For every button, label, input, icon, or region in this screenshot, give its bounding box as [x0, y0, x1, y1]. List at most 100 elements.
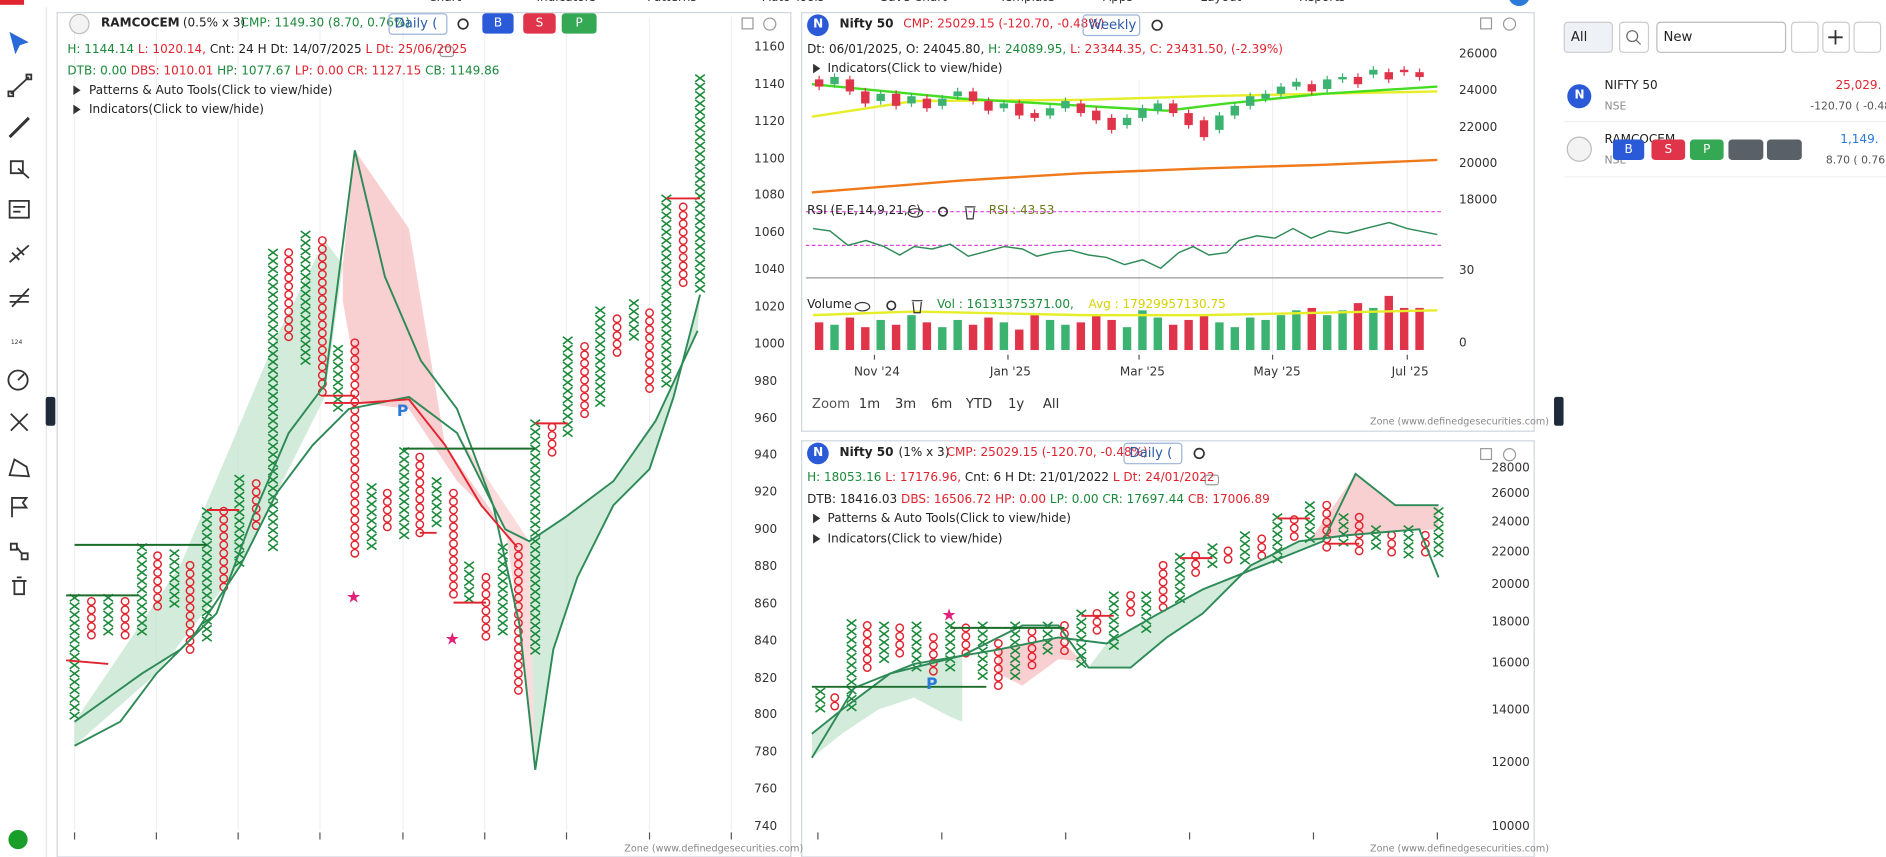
toggle[interactable]: Indicators(Click to view/hide): [89, 103, 264, 117]
x-box: [267, 543, 279, 552]
y-tick-label: 940: [754, 449, 778, 463]
menu-item[interactable]: Template: [1000, 0, 1055, 6]
x-box: [594, 373, 606, 382]
candle-body: [984, 101, 993, 111]
splitter[interactable]: [45, 396, 56, 426]
o-box: [1354, 512, 1364, 522]
x-box: [102, 601, 114, 611]
o-box: [350, 515, 360, 525]
p-button[interactable]: P: [1689, 139, 1724, 160]
o-box: [317, 362, 327, 372]
chart-button[interactable]: [1728, 139, 1764, 160]
o-box: [185, 586, 195, 596]
menu-icon[interactable]: [1508, 0, 1530, 7]
zoom-button[interactable]: YTD: [965, 395, 993, 412]
zoom-button[interactable]: 1y: [1007, 395, 1025, 412]
o-box: [449, 513, 458, 523]
x-box: [694, 141, 706, 150]
more-button[interactable]: [1766, 139, 1802, 160]
o-box: [449, 530, 458, 540]
y-tick-label: 24000: [1491, 515, 1530, 529]
timeframe-select[interactable]: Daily (: [388, 13, 448, 35]
x-box: [529, 494, 541, 504]
menu-item[interactable]: Indicators: [536, 0, 595, 6]
x-box: [846, 677, 857, 687]
zoom-button[interactable]: 3m: [894, 395, 917, 412]
sell-button[interactable]: S: [1651, 139, 1686, 160]
search-value[interactable]: New: [1663, 28, 1693, 45]
x-box: [846, 627, 857, 636]
ruler-label: 124: [10, 339, 23, 347]
toolbar-icons[interactable]: [7, 31, 33, 596]
sell-button[interactable]: S: [523, 13, 556, 34]
zoom-button[interactable]: 1m: [858, 395, 881, 412]
toggle[interactable]: Indicators(Click to view/hide): [827, 532, 1003, 547]
filter-select[interactable]: [1563, 21, 1613, 53]
x-box: [1174, 569, 1186, 578]
chart2-ma-green: [811, 82, 1438, 112]
buy-button[interactable]: B: [482, 13, 514, 34]
toggle[interactable]: Indicators(Click to view/hide): [827, 62, 1003, 76]
volume-bar: [1261, 319, 1270, 351]
zoom-button[interactable]: All: [1042, 395, 1060, 412]
o-box: [284, 264, 294, 274]
o-box: [350, 414, 360, 424]
x-box: [267, 307, 279, 316]
search-button[interactable]: [1618, 21, 1650, 53]
buy-button[interactable]: B: [1612, 139, 1645, 160]
chart3-levels: [811, 517, 1360, 688]
edit-button[interactable]: [1790, 21, 1819, 53]
toggle[interactable]: Patterns & Auto Tools(Click to view/hide…: [827, 512, 1072, 526]
volume-bar: [845, 317, 855, 351]
x-box: [1108, 633, 1120, 642]
o-box: [678, 269, 688, 279]
panel-icons[interactable]: [439, 17, 1517, 486]
x-box: [529, 469, 541, 479]
timeframe-select[interactable]: Weekly: [1082, 14, 1141, 37]
x-box: [300, 238, 311, 248]
menu-item[interactable]: Save Chart: [880, 0, 946, 6]
zoom-button[interactable]: 6m: [930, 395, 953, 412]
menu-item[interactable]: Chart: [428, 0, 461, 6]
x-box: [1174, 586, 1186, 595]
x-tick-label: Jul '25: [1391, 365, 1429, 379]
x-box: [398, 522, 410, 532]
y-tick-label: 14000: [1491, 703, 1530, 717]
menu-item[interactable]: Apps: [1103, 0, 1133, 6]
timeframe-select[interactable]: Daily (: [1123, 442, 1183, 465]
menu-item[interactable]: Auto Tools: [763, 0, 824, 6]
y-tick-label: 920: [754, 486, 778, 500]
o-box: [1126, 590, 1136, 600]
volume-bar: [1076, 322, 1086, 351]
search-input[interactable]: [1656, 21, 1787, 53]
o-box: [895, 648, 905, 658]
o-box: [284, 248, 294, 258]
visibility-icons[interactable]: [854, 206, 976, 314]
menu-item[interactable]: Reports: [1299, 0, 1345, 6]
zoom-label: Zoom: [811, 395, 851, 412]
x-box: [529, 612, 541, 622]
menu-item[interactable]: Patterns: [647, 0, 697, 6]
settings-button[interactable]: [1853, 21, 1882, 53]
x-box: [1140, 591, 1152, 600]
o-box: [481, 623, 491, 633]
x-box: [694, 242, 706, 251]
toggle-arrows[interactable]: [73, 63, 821, 544]
x-box: [463, 577, 475, 587]
toggle[interactable]: Patterns & Auto Tools(Click to view/hide…: [89, 84, 333, 98]
filter-value[interactable]: All: [1570, 28, 1588, 45]
watch-symbol[interactable]: NIFTY 50: [1604, 79, 1658, 93]
x-box: [1272, 512, 1283, 522]
x-box: [529, 553, 541, 563]
o-box: [993, 664, 1003, 674]
o-box: [219, 540, 229, 550]
candle-body: [938, 98, 947, 106]
menu-item[interactable]: Layout: [1200, 0, 1241, 6]
splitter[interactable]: [1554, 396, 1564, 426]
x-box: [136, 576, 148, 586]
chart2-icon: [807, 14, 829, 37]
o-box: [862, 629, 872, 639]
x-box: [562, 353, 574, 362]
p-button[interactable]: P: [561, 13, 597, 34]
gear-icons[interactable]: [457, 18, 1205, 460]
